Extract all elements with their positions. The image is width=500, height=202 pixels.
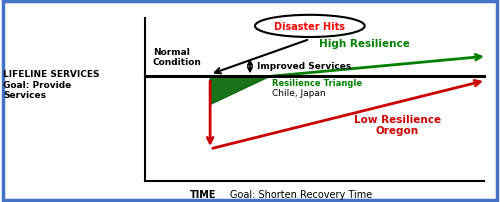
Text: Goal: Shorten Recovery Time: Goal: Shorten Recovery Time bbox=[230, 189, 372, 199]
Text: Low Resilience
Oregon: Low Resilience Oregon bbox=[354, 114, 440, 136]
Text: Disaster Hits: Disaster Hits bbox=[274, 22, 345, 32]
Text: Resilience Triangle: Resilience Triangle bbox=[272, 79, 362, 88]
Text: Improved Services: Improved Services bbox=[258, 61, 352, 70]
Text: High Resilience: High Resilience bbox=[319, 39, 410, 49]
Polygon shape bbox=[210, 77, 270, 105]
Text: TIME: TIME bbox=[190, 189, 216, 199]
Text: Normal
Condition: Normal Condition bbox=[153, 48, 202, 67]
Text: Chile, Japan: Chile, Japan bbox=[272, 89, 326, 98]
Text: LIFELINE SERVICES
Goal: Provide
Services: LIFELINE SERVICES Goal: Provide Services bbox=[3, 70, 100, 100]
